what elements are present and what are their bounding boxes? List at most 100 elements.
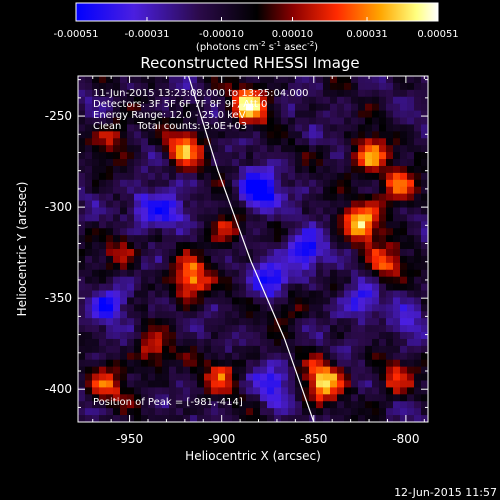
heatmap-cell: [155, 214, 163, 222]
plot-area: -950 -900 -850 -800-400-350-300-250: [45, 75, 442, 446]
heatmap-cell: [435, 256, 442, 263]
heatmap-cell: [127, 110, 135, 118]
heatmap-cell: [274, 325, 282, 333]
heatmap-cell: [204, 325, 212, 333]
heatmap-cell: [106, 110, 114, 118]
heatmap-cell: [169, 352, 177, 361]
colorbar: -0.00051 -0.00031 -0.00010 0.00010 0.00031 0.…: [54, 2, 459, 53]
heatmap-cell: [365, 152, 373, 160]
heatmap-cell: [92, 408, 100, 416]
heatmap-cell: [113, 415, 121, 422]
heatmap-cell: [302, 422, 309, 429]
heatmap-cell: [407, 228, 415, 236]
heatmap-cell: [267, 373, 275, 381]
heatmap-cell: [281, 380, 289, 388]
heatmap-cell: [330, 255, 338, 264]
heatmap-cell: [281, 415, 289, 422]
heatmap-cell: [141, 387, 149, 395]
heatmap-cell: [365, 76, 373, 84]
heatmap-cell: [414, 214, 422, 222]
heatmap-cell: [239, 131, 247, 139]
heatmap-cell: [358, 110, 366, 118]
heatmap-cell: [267, 297, 275, 305]
heatmap-cell: [302, 145, 310, 153]
heatmap-cell: [169, 186, 177, 195]
heatmap-cell: [323, 415, 331, 422]
heatmap-cell: [92, 394, 100, 402]
annotation-peak: Position of Peak = [-981,-414]: [93, 397, 243, 408]
heatmap-cell: [211, 103, 219, 111]
heatmap-cell: [134, 117, 142, 125]
heatmap-cell: [330, 352, 338, 361]
heatmap-cell: [197, 76, 205, 84]
heatmap-cell: [323, 345, 331, 354]
heatmap-cell: [225, 415, 233, 422]
heatmap-cell: [232, 255, 240, 264]
heatmap-cell: [288, 352, 296, 361]
heatmap-cell: [365, 124, 373, 132]
heatmap-cell: [120, 408, 128, 416]
heatmap-cell: [155, 242, 163, 250]
heatmap-cell: [127, 214, 135, 222]
heatmap-cell: [176, 82, 184, 91]
heatmap-cell: [113, 172, 121, 181]
heatmap-cell: [211, 255, 219, 264]
heatmap-cell: [421, 235, 428, 243]
heatmap-cell: [183, 200, 191, 208]
heatmap-cell: [309, 159, 317, 167]
heatmap-cell: [379, 89, 387, 98]
heatmap-cell: [407, 422, 414, 429]
heatmap-cell: [267, 387, 275, 395]
heatmap-cell: [148, 262, 156, 271]
heatmap-cell: [379, 110, 387, 118]
heatmap-cell: [365, 290, 373, 298]
heatmap-cell: [211, 283, 219, 291]
heatmap-cell: [134, 110, 142, 118]
heatmap-cell: [393, 297, 401, 305]
heatmap-cell: [155, 228, 163, 236]
heatmap-cell: [113, 408, 121, 416]
heatmap-cell: [218, 228, 226, 236]
heatmap-cell: [302, 131, 310, 139]
heatmap-cell: [358, 117, 366, 125]
heatmap-cell: [106, 179, 114, 188]
heatmap-cell: [260, 117, 268, 125]
heatmap-cell: [428, 408, 435, 415]
heatmap-cell: [365, 228, 373, 236]
heatmap-cell: [85, 401, 93, 409]
heatmap-cell: [260, 380, 268, 388]
heatmap-cell: [365, 408, 373, 416]
heatmap-cell: [428, 97, 435, 104]
heatmap-cell: [239, 207, 247, 215]
heatmap-cell: [435, 415, 442, 422]
heatmap-cell: [309, 373, 317, 381]
heatmap-cell: [253, 359, 261, 368]
heatmap-cell: [386, 318, 394, 326]
heatmap-cell: [288, 380, 296, 388]
heatmap-cell: [190, 242, 198, 250]
heatmap-cell: [414, 96, 422, 105]
heatmap-cell: [365, 394, 373, 402]
heatmap-cell: [176, 359, 184, 368]
heatmap-cell: [288, 200, 296, 208]
heatmap-cell: [176, 89, 184, 98]
heatmap-cell: [281, 297, 289, 305]
heatmap-cell: [106, 117, 114, 125]
heatmap-cell: [190, 76, 198, 84]
heatmap-cell: [127, 283, 135, 291]
heatmap-cell: [372, 415, 380, 422]
heatmap-cell: [183, 311, 191, 319]
heatmap-cell: [169, 394, 177, 402]
heatmap-cell: [414, 262, 422, 271]
heatmap-cell: [295, 304, 303, 312]
heatmap-cell: [176, 345, 184, 354]
heatmap-cell: [351, 96, 359, 105]
heatmap-cell: [358, 186, 366, 195]
heatmap-cell: [358, 235, 366, 243]
heatmap-cell: [407, 318, 415, 326]
heatmap-cell: [134, 249, 142, 257]
heatmap-cell: [246, 352, 254, 361]
heatmap-cell: [274, 159, 282, 167]
heatmap-cell: [295, 387, 303, 395]
heatmap-cell: [197, 138, 205, 146]
